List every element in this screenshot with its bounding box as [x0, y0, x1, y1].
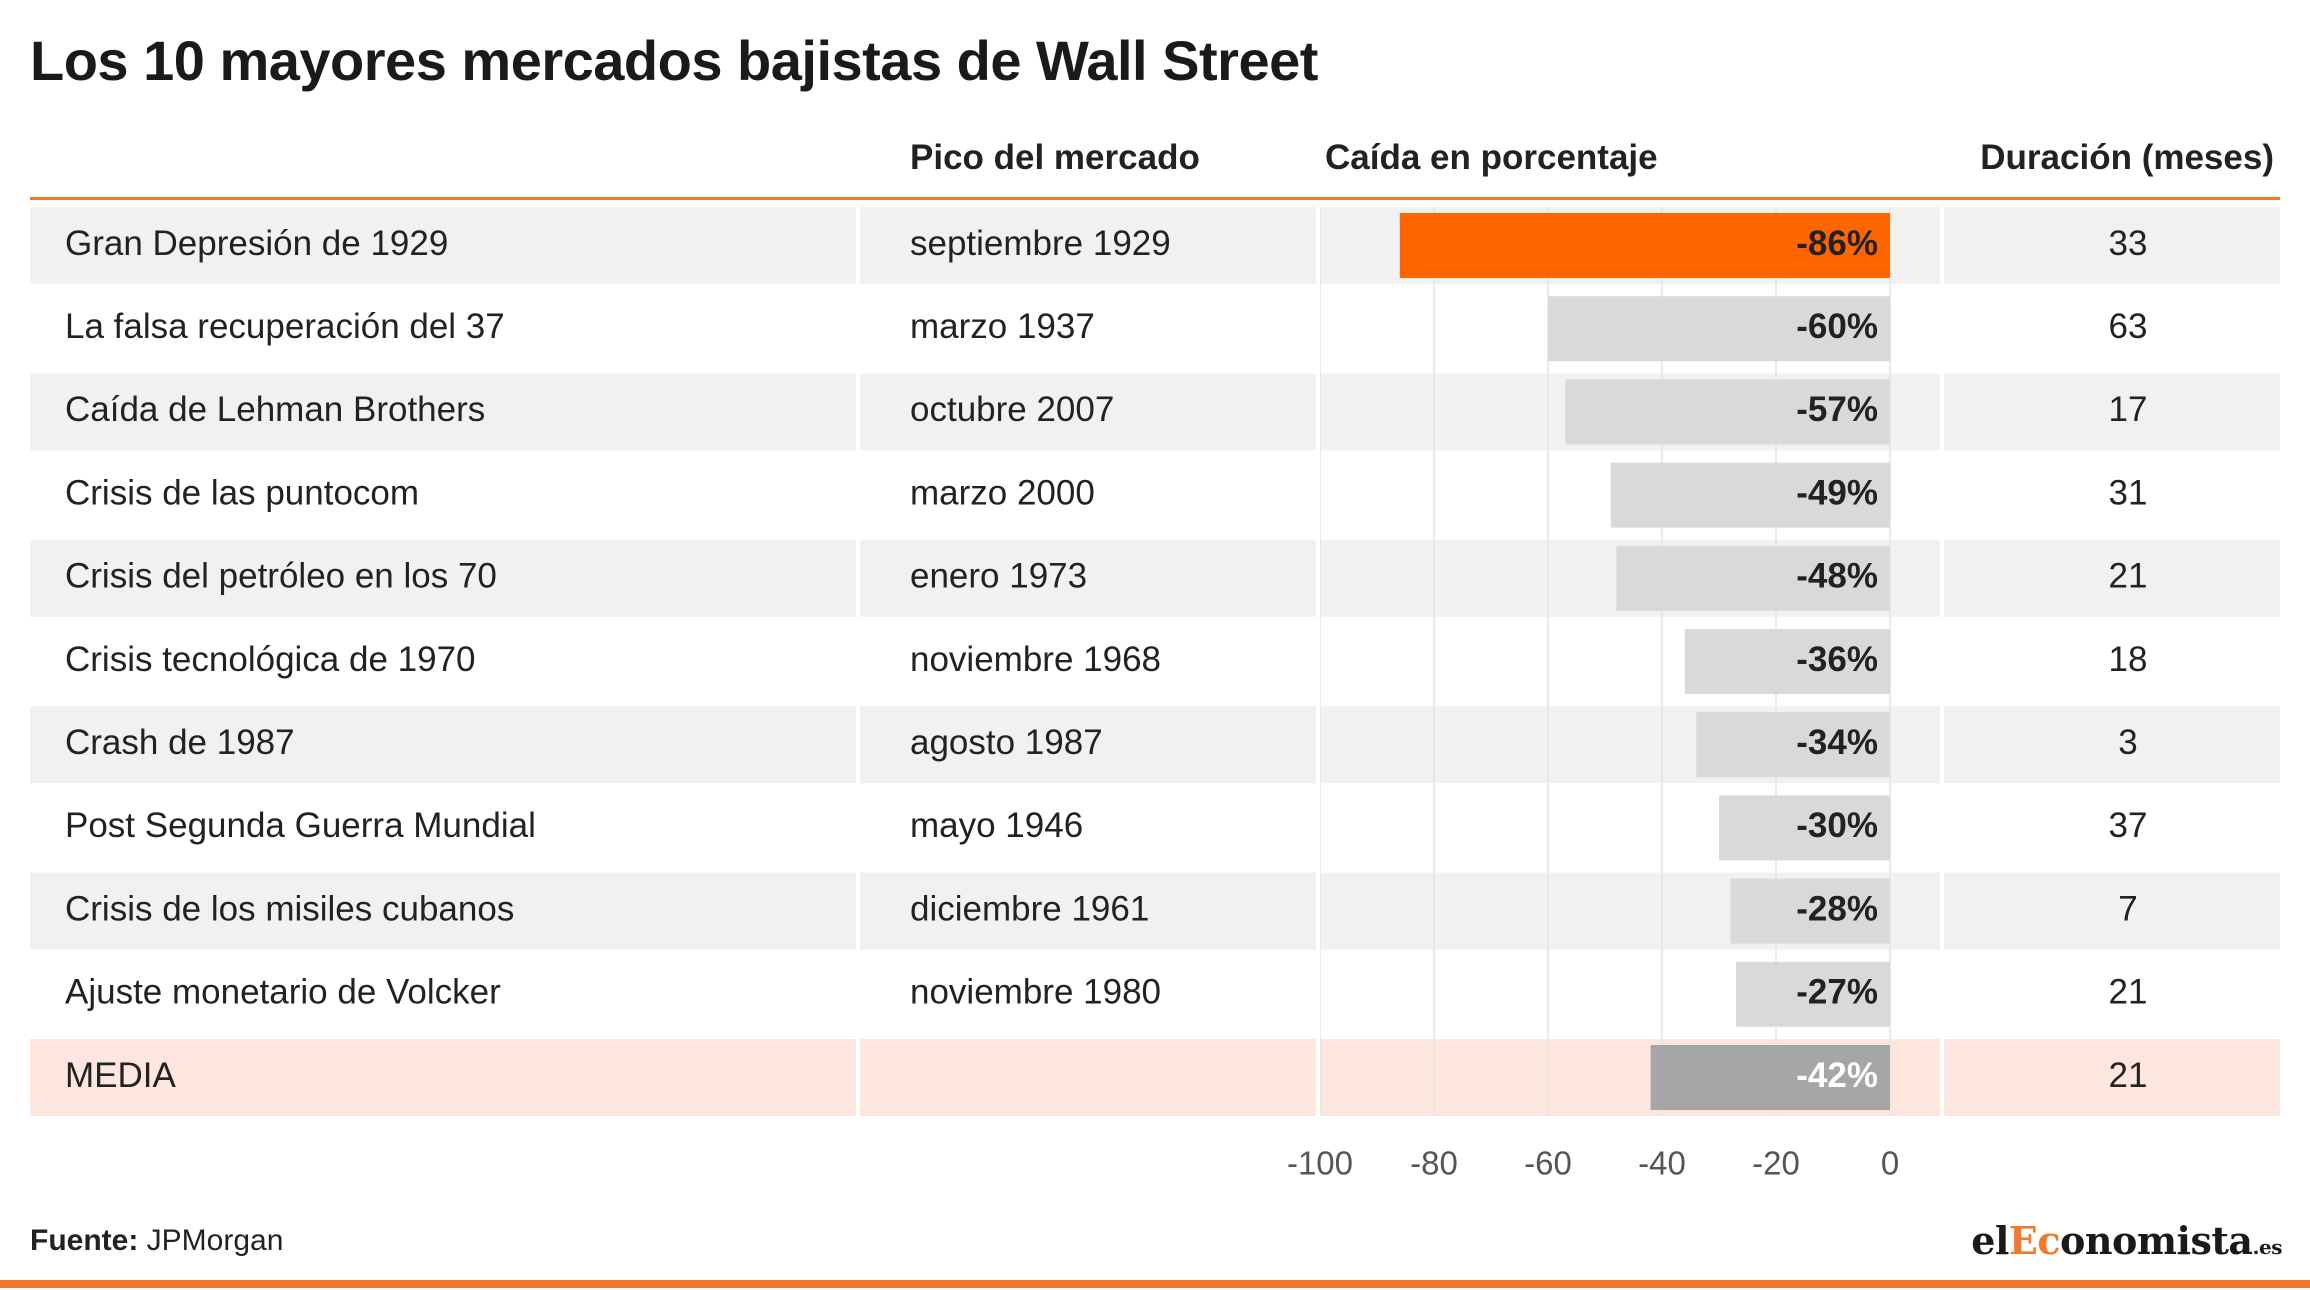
row-peak: agosto 1987	[910, 723, 1103, 762]
drop-bar	[1696, 712, 1890, 778]
row-name: MEDIA	[65, 1056, 177, 1095]
row-name: Gran Depresión de 1929	[65, 224, 448, 263]
drop-bar	[1399, 213, 1890, 278]
drop-bar-label: -49%	[1796, 473, 1878, 512]
brand-part-post: onomista	[2060, 1218, 2253, 1263]
x-tick-label: -40	[1638, 1145, 1686, 1182]
drop-bar	[1736, 961, 1890, 1027]
drop-bar-label: -30%	[1796, 806, 1878, 845]
row-duration: 3	[2118, 723, 2137, 762]
row-duration: 21	[2109, 973, 2148, 1012]
row-duration: 7	[2118, 889, 2137, 928]
column-header-drop: Caída en porcentaje	[1325, 138, 1658, 177]
row-name: Caída de Lehman Brothers	[65, 390, 485, 429]
column-header-duration: Duración (meses)	[1980, 138, 2274, 177]
x-tick-label: -20	[1752, 1145, 1800, 1182]
column-separator	[856, 207, 860, 1116]
brand-part-pre: el	[1971, 1218, 2009, 1263]
row-name: Crisis de las puntocom	[65, 473, 419, 512]
row-name: Crash de 1987	[65, 723, 295, 762]
row-peak: enero 1973	[910, 557, 1087, 596]
brand-logo: elEconomista.es	[1971, 1218, 2282, 1263]
x-tick-label: -60	[1524, 1145, 1572, 1182]
row-duration: 21	[2109, 1056, 2148, 1095]
row-background	[30, 1039, 2280, 1116]
drop-bar-label: -60%	[1796, 307, 1878, 346]
drop-bar	[1650, 1045, 1890, 1110]
x-tick-label: -80	[1410, 1145, 1458, 1182]
row-name: La falsa recuperación del 37	[65, 307, 505, 346]
drop-bar-label: -36%	[1796, 640, 1878, 679]
bear-markets-table-chart: Gran Depresión de 1929 septiembre 1929 -86…	[30, 207, 2280, 1182]
drop-bar	[1565, 379, 1890, 445]
brand-domain: .es	[2252, 1235, 2283, 1259]
drop-bar	[1719, 795, 1890, 861]
footer-rule	[0, 1280, 2310, 1288]
drop-bar	[1616, 545, 1890, 611]
chart-title: Los 10 mayores mercados bajistas de Wall…	[30, 29, 1318, 92]
row-peak: noviembre 1968	[910, 640, 1161, 679]
row-peak: mayo 1946	[910, 806, 1083, 845]
source-label: Fuente:	[30, 1224, 139, 1257]
header-divider	[30, 197, 2280, 200]
row-peak: noviembre 1980	[910, 973, 1161, 1012]
row-background	[30, 373, 2280, 451]
drop-bar-label: -28%	[1796, 889, 1878, 928]
row-peak: marzo 1937	[910, 307, 1095, 346]
row-peak: diciembre 1961	[910, 889, 1149, 928]
column-separator	[1316, 207, 1320, 1116]
drop-bar-label: -86%	[1796, 224, 1878, 263]
source-value: JPMorgan	[146, 1224, 284, 1257]
row-duration: 33	[2109, 224, 2148, 263]
row-peak: septiembre 1929	[910, 224, 1171, 263]
x-tick-label: -100	[1287, 1145, 1353, 1182]
row-duration: 21	[2109, 557, 2148, 596]
drop-bar-label: -48%	[1796, 557, 1878, 596]
drop-bar	[1548, 296, 1890, 362]
drop-bar-label: -34%	[1796, 723, 1878, 762]
row-background	[30, 706, 2280, 784]
x-tick-label: 0	[1881, 1145, 1899, 1182]
row-name: Ajuste monetario de Volcker	[65, 973, 501, 1012]
drop-bar-label: -57%	[1796, 390, 1878, 429]
row-name: Post Segunda Guerra Mundial	[65, 806, 536, 845]
row-name: Crisis tecnológica de 1970	[65, 640, 476, 679]
drop-bar	[1730, 878, 1890, 944]
row-duration: 31	[2109, 473, 2148, 512]
row-duration: 37	[2109, 806, 2148, 845]
row-background	[30, 207, 2280, 284]
row-duration: 18	[2109, 640, 2148, 679]
column-header-peak: Pico del mercado	[910, 138, 1200, 177]
row-name: Crisis de los misiles cubanos	[65, 889, 514, 928]
brand-part-accent: Ec	[2008, 1218, 2061, 1263]
drop-bar	[1684, 629, 1890, 694]
column-separator	[1940, 207, 1944, 1116]
row-peak: marzo 2000	[910, 473, 1095, 512]
row-duration: 17	[2109, 390, 2148, 429]
drop-bar-label: -27%	[1796, 973, 1878, 1012]
drop-bar	[1610, 462, 1890, 528]
row-duration: 63	[2109, 307, 2148, 346]
row-background	[30, 872, 2280, 950]
drop-bar-label: -42%	[1796, 1056, 1878, 1095]
source-note: Fuente: JPMorgan	[30, 1224, 283, 1258]
row-background	[30, 539, 2280, 617]
row-peak: octubre 2007	[910, 390, 1114, 429]
row-name: Crisis del petróleo en los 70	[65, 557, 497, 596]
